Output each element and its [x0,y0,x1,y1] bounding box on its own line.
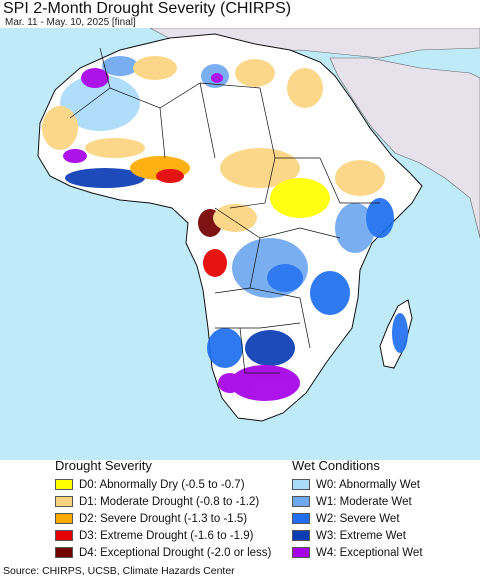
legend-swatch [55,530,73,541]
country-borders [69,47,380,374]
legend-item-w0: W0: Abnormally Wet [292,477,420,492]
legend-label: W4: Exceptional Wet [316,546,423,559]
legend-item-w4: W4: Exceptional Wet [292,545,423,560]
legend-label: D3: Extreme Drought (-1.6 to -1.9) [79,529,254,542]
legend-swatch [55,547,73,558]
legend-swatch [292,479,310,490]
condition-patches [42,56,408,401]
legend-swatch [55,513,73,524]
legend: Drought Severity Wet Conditions D0: Abno… [0,458,480,562]
drought-map [0,28,480,460]
legend-swatch [55,496,73,507]
middle-east-landmass [329,57,480,239]
legend-item-w1: W1: Moderate Wet [292,494,412,509]
legend-label: W2: Severe Wet [316,512,400,525]
legend-item-w2: W2: Severe Wet [292,511,400,526]
legend-swatch [292,496,310,507]
legend-swatch [55,479,73,490]
legend-label: W0: Abnormally Wet [316,478,420,491]
legend-label: D2: Severe Drought (-1.3 to -1.5) [79,512,248,525]
legend-label: D1: Moderate Drought (-0.8 to -1.2) [79,495,260,508]
map-title: SPI 2-Month Drought Severity (CHIRPS) [3,0,292,17]
legend-label: W3: Extreme Wet [316,529,406,542]
legend-label: D0: Abnormally Dry (-0.5 to -0.7) [79,478,245,491]
map-subtitle: Mar. 11 - May. 10, 2025 [final] [5,17,136,28]
legend-item-d4: D4: Exceptional Drought (-2.0 or less) [55,545,271,560]
legend-item-d0: D0: Abnormally Dry (-0.5 to -0.7) [55,477,245,492]
legend-label: D4: Exceptional Drought (-2.0 or less) [79,546,272,559]
source-credit: Source: CHIRPS, UCSB, Climate Hazards Ce… [3,565,235,577]
legend-item-w3: W3: Extreme Wet [292,528,406,543]
wet-legend-heading: Wet Conditions [292,458,380,473]
legend-label: W1: Moderate Wet [316,495,412,508]
legend-swatch [292,547,310,558]
legend-item-d3: D3: Extreme Drought (-1.6 to -1.9) [55,528,253,543]
legend-item-d1: D1: Moderate Drought (-0.8 to -1.2) [55,494,259,509]
legend-swatch [292,530,310,541]
drought-legend-heading: Drought Severity [55,458,152,473]
legend-item-d2: D2: Severe Drought (-1.3 to -1.5) [55,511,247,526]
legend-swatch [292,513,310,524]
